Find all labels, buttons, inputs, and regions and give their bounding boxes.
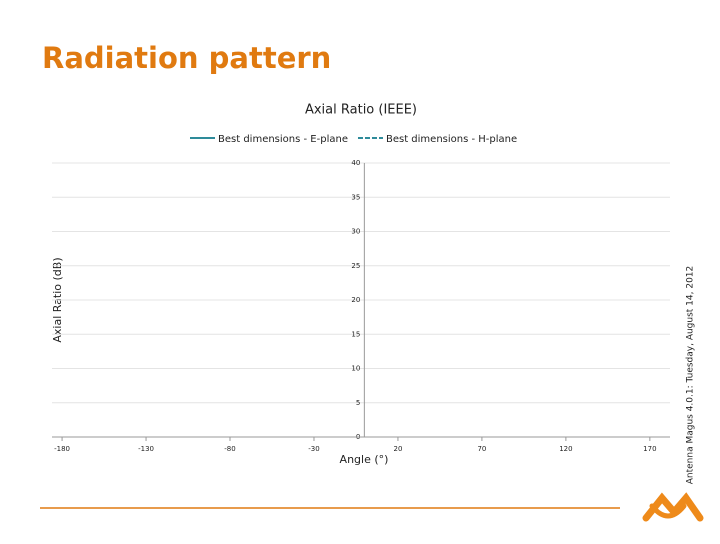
y-tick-label: 5: [356, 399, 360, 407]
y-tick-label: 10: [351, 365, 360, 373]
x-tick-label: 20: [393, 445, 402, 453]
logo: [642, 492, 704, 522]
x-tick-label: 70: [477, 445, 486, 453]
slide-title: Radiation pattern: [42, 41, 331, 75]
x-tick-label: -130: [138, 445, 154, 453]
legend-label: Best dimensions - E-plane: [218, 134, 348, 145]
y-tick-label: 40: [351, 159, 360, 167]
x-tick-label: -180: [54, 445, 70, 453]
y-tick-label: 30: [351, 228, 360, 236]
x-tick-label: 170: [643, 445, 656, 453]
y-tick-label: 25: [351, 262, 360, 270]
y-tick-label: 20: [351, 296, 360, 304]
x-tick-label: -80: [224, 445, 235, 453]
x-axis-label: Angle (°): [340, 453, 389, 466]
footer-text: Antenna Magus 4.0.1: Tuesday, August 14,…: [686, 266, 696, 485]
chart-title: Axial Ratio (IEEE): [305, 103, 417, 118]
y-tick-label: 35: [351, 193, 360, 201]
y-tick-label: 15: [351, 330, 360, 338]
legend-label: Best dimensions - H-plane: [386, 134, 517, 145]
x-tick-label: -30: [308, 445, 319, 453]
x-tick-label: 120: [559, 445, 572, 453]
